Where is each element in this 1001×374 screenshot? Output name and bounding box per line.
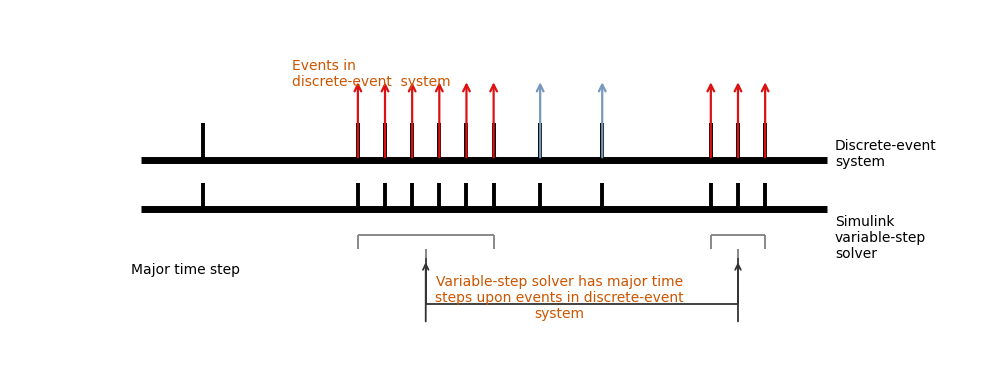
Text: Variable-step solver has major time
steps upon events in discrete-event
system: Variable-step solver has major time step…: [435, 275, 684, 321]
Text: Major time step: Major time step: [131, 263, 240, 276]
Text: Simulink
variable-step
solver: Simulink variable-step solver: [835, 215, 926, 261]
Text: Events in
discrete-event  system: Events in discrete-event system: [292, 59, 450, 89]
Text: Discrete-event
system: Discrete-event system: [835, 139, 937, 169]
